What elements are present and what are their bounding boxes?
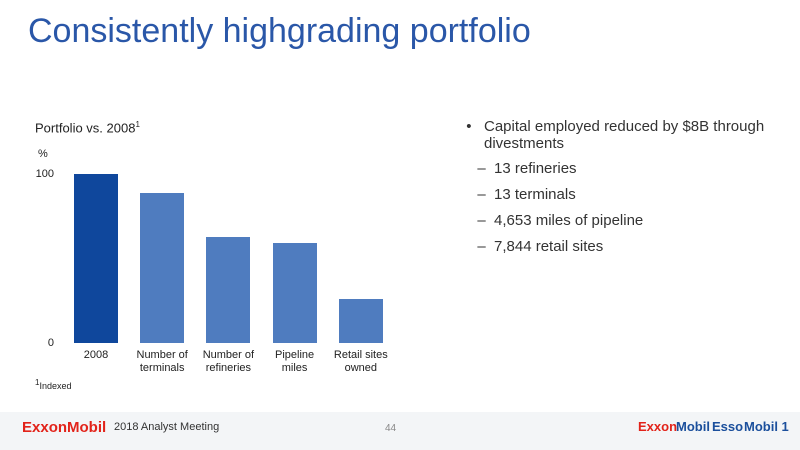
chart-title-text: Portfolio vs. 2008 — [35, 120, 136, 136]
x-tick-label: Number of terminals — [136, 349, 188, 374]
sub-bullet: 4,653 miles of pipeline — [494, 212, 778, 229]
y-tick-label: 100 — [35, 168, 54, 180]
bar — [206, 236, 251, 343]
sub-bullet-list: 13 refineries 13 terminals 4,653 miles of … — [484, 160, 778, 255]
partner-logo: Esso — [712, 419, 744, 434]
footnote-text: Indexed — [39, 381, 72, 391]
partner-logo: Mobil 1 — [744, 419, 789, 434]
event-name: 2018 Analyst Meeting — [114, 421, 220, 433]
bar — [74, 174, 118, 343]
partner-logo: Exxon — [638, 419, 678, 434]
footnote-marker: 1 — [35, 378, 40, 387]
sub-bullet: 13 terminals — [494, 186, 778, 203]
chart-title: Portfolio vs. 20081 — [35, 120, 140, 135]
bullet-list: Capital employed reduced by $8B through … — [458, 118, 778, 255]
footnote-ref: 1 — [135, 120, 140, 129]
y-tick-label: 0 — [47, 337, 54, 349]
partner-logo: Mobil — [676, 419, 710, 434]
tick-mark — [58, 343, 62, 344]
sub-bullet: 7,844 retail sites — [494, 238, 778, 255]
x-tick-label: 2008 — [83, 349, 109, 361]
bullet: Capital employed reduced by $8B through … — [484, 118, 778, 255]
slide-title: Consistently highgrading portfolio — [28, 12, 531, 50]
footnote: 1Indexed — [35, 378, 71, 391]
sub-bullet: 13 refineries — [494, 160, 778, 177]
brand-logo: ExxonMobil — [22, 419, 107, 436]
x-tick-label: Pipeline miles — [275, 349, 315, 374]
y-axis-label: % — [38, 148, 48, 160]
bullet-text: Capital employed reduced by $8B through … — [484, 118, 765, 152]
x-tick-label: Retail sites owned — [333, 349, 388, 374]
bar — [140, 192, 185, 343]
bar — [272, 243, 317, 343]
tick-mark — [58, 174, 62, 175]
x-tick-label: Number of refineries — [202, 349, 255, 374]
bullets: Capital employed reduced by $8B through … — [458, 118, 778, 264]
bar — [338, 299, 383, 343]
page-number: 44 — [385, 423, 397, 434]
footer-band — [0, 412, 800, 450]
